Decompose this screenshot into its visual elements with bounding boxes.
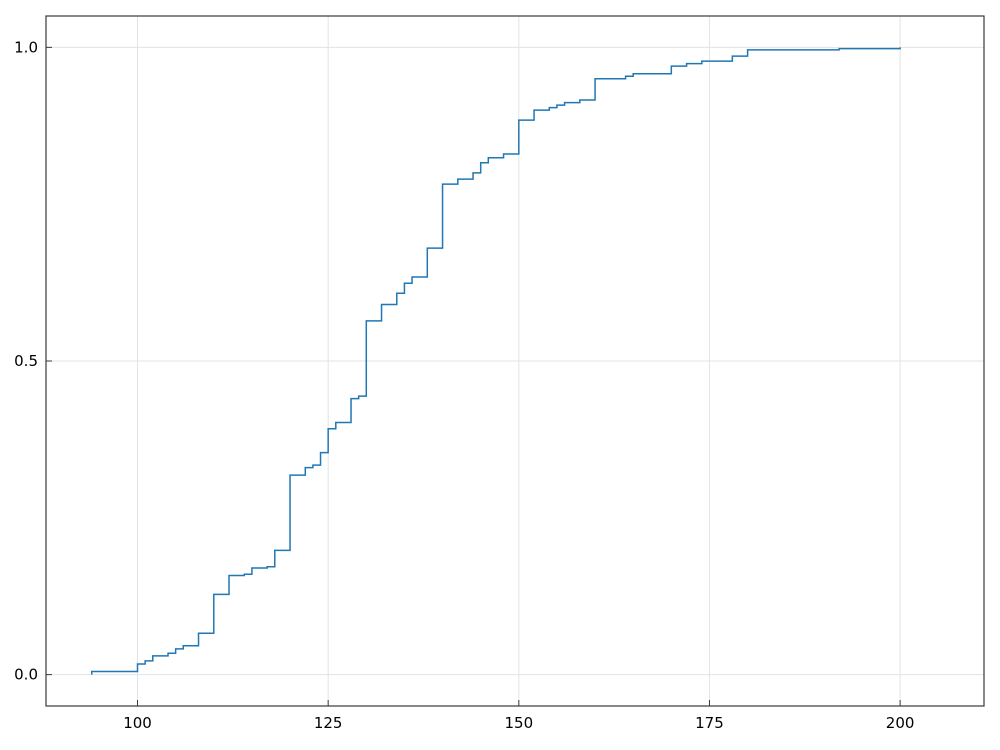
- ecdf-step-line: [91, 47, 901, 675]
- x-tick-label: 100: [123, 714, 152, 732]
- y-tick-label: 0.0: [14, 666, 38, 684]
- grid-layer: [46, 16, 984, 706]
- ticks-layer: 100 125 150 175 200 0.0 0.5 1.0: [14, 38, 914, 732]
- x-tick-label: 150: [504, 714, 533, 732]
- x-tick-label: 125: [314, 714, 343, 732]
- x-tick-label: 200: [886, 714, 915, 732]
- y-tick-label: 0.5: [14, 352, 38, 370]
- series-layer: [91, 47, 901, 675]
- y-tick-label: 1.0: [14, 38, 38, 56]
- x-tick-label: 175: [695, 714, 724, 732]
